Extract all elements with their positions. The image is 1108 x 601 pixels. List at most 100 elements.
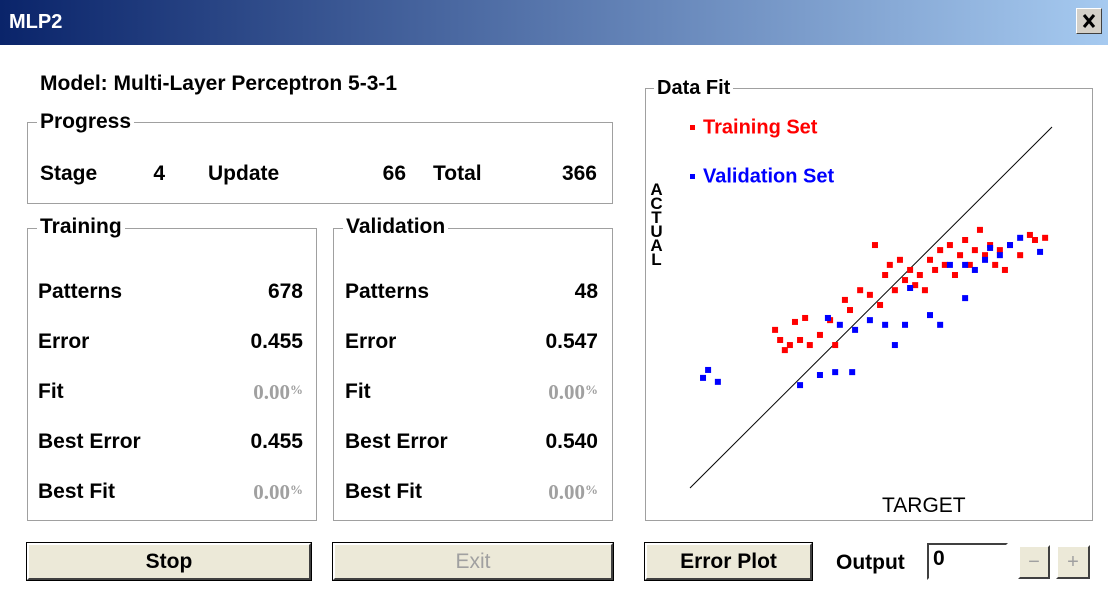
stat-label: Patterns	[38, 280, 123, 303]
validation-group	[333, 228, 613, 521]
stat-label: Error	[38, 330, 90, 353]
stat-value: 0.00%	[183, 380, 303, 405]
minus-button[interactable]: −	[1018, 545, 1050, 579]
data-point	[927, 312, 934, 319]
data-point	[932, 266, 939, 273]
stat-label: Best Fit	[38, 480, 116, 503]
value-text: 48	[574, 280, 598, 303]
data-point	[921, 287, 928, 294]
data-point	[832, 369, 839, 376]
data-point	[877, 301, 884, 308]
data-point	[971, 247, 978, 254]
data-point	[982, 252, 989, 259]
stat-value: 0.00%	[478, 380, 598, 405]
data-point	[941, 261, 948, 268]
stop-button[interactable]: Stop	[27, 543, 311, 580]
data-point	[891, 342, 898, 349]
value-text: 0.00	[253, 480, 290, 504]
data-point	[871, 242, 878, 249]
stat-label: Error	[345, 330, 397, 353]
button-label: +	[1067, 550, 1079, 573]
data-point	[772, 326, 779, 333]
button-label: Stop	[145, 549, 193, 573]
data-point	[1026, 231, 1033, 238]
data-point	[962, 295, 969, 302]
x-axis-label: TARGET	[882, 494, 966, 517]
value-text: 0.455	[250, 330, 303, 353]
data-point	[852, 326, 859, 333]
data-point	[786, 342, 793, 349]
exit-button[interactable]: Exit	[333, 543, 613, 580]
data-point	[866, 317, 873, 324]
stage-value: 4	[153, 162, 165, 185]
data-point	[714, 378, 721, 385]
group-title: Data Fit	[654, 77, 734, 99]
data-point	[1001, 266, 1008, 273]
data-fit-group	[645, 88, 1093, 521]
data-point	[946, 261, 953, 268]
data-point	[1031, 236, 1038, 243]
data-point	[849, 369, 856, 376]
data-point	[836, 321, 843, 328]
data-point	[962, 236, 969, 243]
data-point	[957, 252, 964, 259]
stat-label: Best Error	[38, 430, 141, 453]
group-title: Training	[37, 216, 125, 238]
button-label: Error Plot	[680, 549, 777, 573]
update-value: 66	[382, 162, 406, 185]
error-plot-button[interactable]: Error Plot	[645, 543, 812, 580]
stat-value: 0.455	[183, 430, 303, 454]
unit: %	[585, 382, 598, 397]
unit: %	[290, 382, 303, 397]
total-label: Total	[433, 162, 482, 185]
stat-value: 0.540	[478, 430, 598, 454]
unit: %	[585, 482, 598, 497]
stat-value: 0.547	[478, 330, 598, 354]
data-point	[777, 336, 784, 343]
data-point	[896, 256, 903, 263]
data-point	[971, 266, 978, 273]
data-fit-plot: Training Set Validation Set	[689, 116, 1053, 489]
input-value: 0	[933, 547, 945, 570]
close-button[interactable]	[1076, 8, 1102, 34]
fit-diagonal	[689, 126, 1053, 489]
button-label: Exit	[455, 549, 491, 573]
data-point	[806, 342, 813, 349]
value-text: 0.00	[548, 380, 585, 404]
total-value: 366	[561, 162, 597, 185]
model-label: Model: Multi-Layer Perceptron 5-3-1	[40, 72, 398, 95]
data-point	[802, 314, 809, 321]
data-point	[982, 256, 989, 263]
data-point	[902, 321, 909, 328]
data-point	[907, 266, 914, 273]
data-point	[700, 374, 707, 381]
update-label: Update	[208, 162, 280, 185]
data-point	[891, 287, 898, 294]
unit: %	[290, 482, 303, 497]
data-point	[907, 285, 914, 292]
data-point	[951, 272, 958, 279]
data-point	[847, 307, 854, 314]
stat-label: Best Fit	[345, 480, 423, 503]
data-point	[841, 296, 848, 303]
value-text: 678	[267, 280, 303, 303]
stat-label: Best Error	[345, 430, 448, 453]
plus-button[interactable]: +	[1056, 545, 1090, 579]
data-point	[987, 244, 994, 251]
button-label: −	[1028, 550, 1040, 573]
stat-label: Fit	[345, 380, 371, 403]
data-point	[866, 291, 873, 298]
output-input[interactable]: 0	[927, 543, 1008, 580]
data-point	[1017, 234, 1024, 241]
value-text: 0.547	[545, 330, 598, 353]
data-point	[882, 321, 889, 328]
data-point	[816, 372, 823, 379]
data-point	[976, 226, 983, 233]
data-point	[996, 247, 1003, 254]
stat-value: 0.00%	[478, 480, 598, 505]
data-point	[797, 382, 804, 389]
stage-label: Stage	[40, 162, 98, 185]
training-group	[27, 228, 317, 521]
data-point	[927, 256, 934, 263]
